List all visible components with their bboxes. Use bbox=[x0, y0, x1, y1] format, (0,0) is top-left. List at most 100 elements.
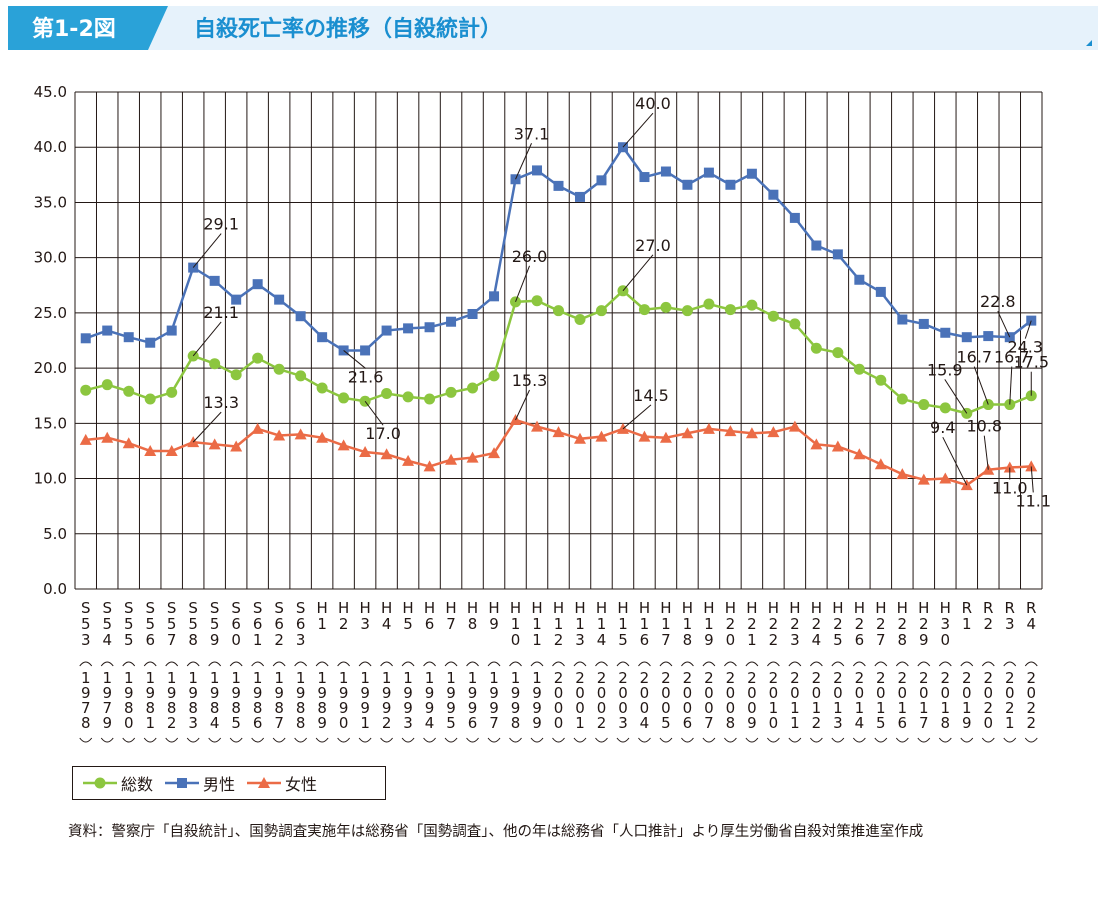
x-tick-year: 9 bbox=[532, 714, 542, 732]
point-total bbox=[424, 393, 436, 405]
x-tick-year: 8 bbox=[317, 699, 327, 717]
x-tick-era: 8 bbox=[188, 631, 198, 649]
point-male bbox=[940, 327, 951, 338]
x-tick-era: 9 bbox=[704, 631, 714, 649]
x-tick-era: H bbox=[359, 599, 370, 617]
label-leader bbox=[973, 366, 989, 405]
x-bracket-bottom bbox=[702, 737, 716, 743]
point-female bbox=[767, 426, 780, 438]
point-male bbox=[639, 172, 650, 183]
x-tick-era: H bbox=[940, 599, 951, 617]
x-tick-era: 5 bbox=[124, 631, 134, 649]
x-bracket-top bbox=[79, 661, 93, 667]
x-tick-year: 8 bbox=[253, 699, 263, 717]
point-total bbox=[553, 305, 564, 317]
x-tick-year: 0 bbox=[640, 699, 650, 717]
x-tick-year: 0 bbox=[833, 684, 843, 702]
x-tick-year: 2 bbox=[661, 669, 671, 687]
x-tick-year: 3 bbox=[403, 714, 413, 732]
x-bracket-top bbox=[444, 661, 458, 667]
x-bracket-bottom bbox=[895, 737, 909, 743]
source-note: 資料：警察庁「自殺統計」、国勢調査実施年は総務省「国勢調査」、他の年は総務省「人… bbox=[68, 824, 924, 840]
x-bracket-bottom bbox=[186, 737, 200, 743]
x-tick-year: 2 bbox=[962, 669, 972, 687]
x-tick-year: 1 bbox=[876, 699, 886, 717]
x-tick-year: 0 bbox=[683, 699, 693, 717]
point-total bbox=[574, 314, 586, 326]
point-total bbox=[381, 388, 393, 400]
x-tick-era: 8 bbox=[898, 631, 908, 649]
point-male bbox=[897, 314, 908, 325]
x-bracket-bottom bbox=[165, 737, 179, 743]
x-tick-year: 0 bbox=[769, 714, 779, 732]
point-female bbox=[122, 437, 135, 449]
x-tick-year: 9 bbox=[339, 684, 349, 702]
point-female bbox=[853, 448, 866, 460]
label-leader bbox=[983, 435, 989, 470]
x-tick-year: 4 bbox=[855, 714, 865, 732]
x-bracket-top bbox=[229, 661, 243, 667]
x-bracket-bottom bbox=[981, 737, 995, 743]
x-tick-year: 8 bbox=[167, 699, 177, 717]
x-bracket-top bbox=[509, 661, 522, 667]
x-tick-year: 1 bbox=[253, 669, 263, 687]
x-tick-year: 1 bbox=[188, 669, 198, 687]
x-tick-year: 1 bbox=[145, 714, 155, 732]
x-tick-year: 9 bbox=[210, 684, 220, 702]
x-tick-year: 0 bbox=[618, 699, 628, 717]
point-male bbox=[231, 294, 242, 305]
data-label: 22.8 bbox=[980, 292, 1016, 311]
figure-header: 第1-2図 自殺死亡率の推移（自殺統計） bbox=[8, 6, 1098, 50]
x-tick-year: 9 bbox=[81, 684, 91, 702]
x-tick-era: H bbox=[639, 599, 650, 617]
x-tick-year: 5 bbox=[231, 714, 241, 732]
x-tick-era: R bbox=[1026, 599, 1036, 617]
x-tick-era: H bbox=[832, 599, 843, 617]
point-total bbox=[166, 386, 178, 398]
point-total bbox=[595, 305, 607, 317]
point-female bbox=[531, 420, 544, 432]
x-tick-era: 4 bbox=[597, 631, 607, 649]
x-tick-era: 6 bbox=[640, 631, 650, 649]
x-tick-era: H bbox=[725, 599, 736, 617]
label-leader bbox=[343, 350, 366, 369]
y-tick-label: 10.0 bbox=[34, 470, 67, 488]
x-bracket-top bbox=[595, 661, 608, 667]
x-bracket-top bbox=[724, 661, 737, 667]
x-tick-era: H bbox=[316, 599, 327, 617]
point-total bbox=[810, 342, 822, 354]
point-total bbox=[80, 384, 92, 396]
point-male bbox=[596, 175, 607, 186]
legend-label-female: 女性 bbox=[285, 775, 318, 794]
x-tick-year: 2 bbox=[597, 669, 607, 687]
x-bracket-top bbox=[466, 661, 479, 667]
x-tick-year: 1 bbox=[360, 714, 370, 732]
x-tick-era: H bbox=[445, 599, 456, 617]
point-female bbox=[294, 428, 307, 440]
x-tick-year: 6 bbox=[898, 714, 908, 732]
x-tick-era: 0 bbox=[941, 631, 951, 649]
point-female bbox=[144, 444, 157, 456]
x-tick-era: 2 bbox=[919, 615, 929, 633]
point-female bbox=[445, 453, 458, 465]
x-bracket-top bbox=[487, 661, 501, 667]
x-tick-year: 0 bbox=[919, 684, 929, 702]
x-tick-year: 9 bbox=[339, 699, 349, 717]
x-tick-year: 9 bbox=[468, 684, 478, 702]
header-background bbox=[8, 6, 1098, 50]
x-bracket-bottom bbox=[272, 737, 286, 743]
x-tick-year: 2 bbox=[769, 669, 779, 687]
point-male bbox=[532, 165, 543, 176]
point-female bbox=[230, 440, 243, 452]
y-tick-label: 25.0 bbox=[34, 304, 67, 322]
x-bracket-top bbox=[852, 661, 866, 667]
x-tick-era: 7 bbox=[167, 631, 177, 649]
x-tick-era: R bbox=[962, 599, 972, 617]
point-male bbox=[789, 212, 800, 223]
x-tick-year: 7 bbox=[81, 699, 91, 717]
x-tick-year: 2 bbox=[1005, 699, 1015, 717]
x-tick-year: 9 bbox=[145, 684, 155, 702]
point-male bbox=[983, 331, 994, 342]
x-tick-era: 5 bbox=[833, 631, 843, 649]
x-tick-year: 0 bbox=[661, 699, 671, 717]
